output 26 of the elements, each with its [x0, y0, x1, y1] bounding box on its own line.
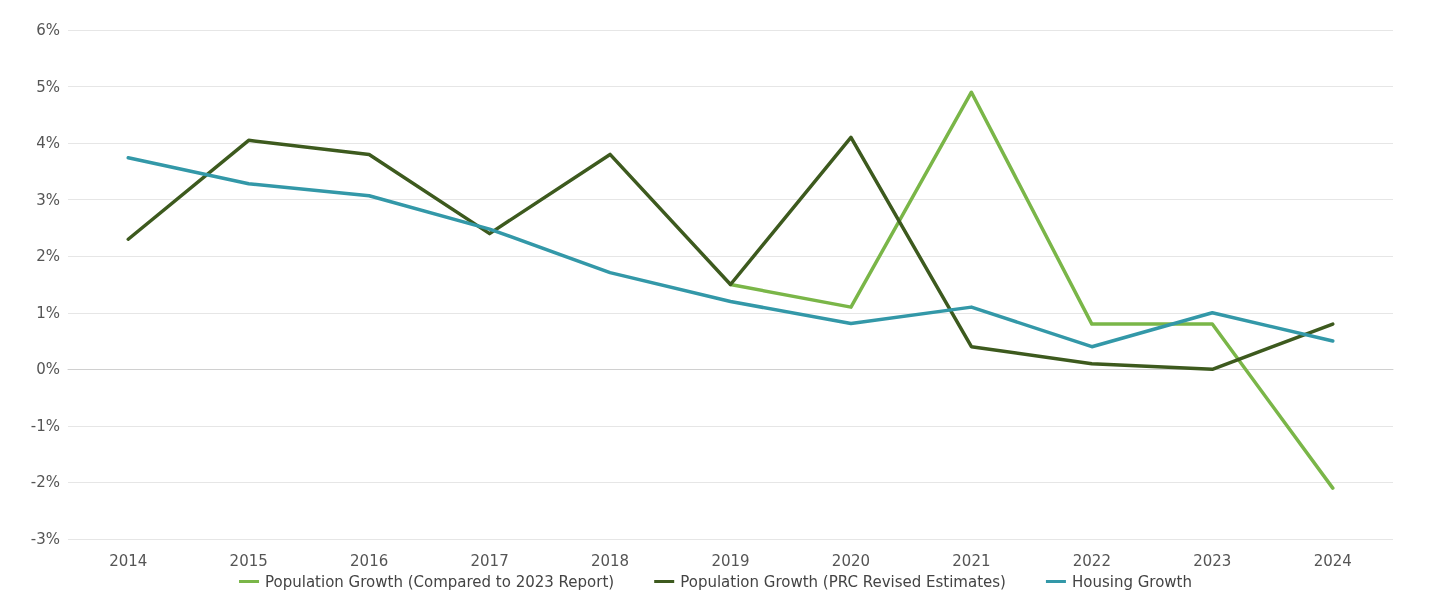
line-series	[126, 156, 1335, 349]
x-tick-label: 2015	[229, 551, 268, 570]
x-tick-label: 2019	[711, 551, 750, 570]
y-tick-label: 1%	[36, 303, 60, 322]
y-tick-label: 5%	[36, 77, 60, 96]
x-tick-label: 2018	[590, 551, 630, 570]
y-tick-label: -3%	[30, 530, 60, 548]
x-tick-label: 2022	[1072, 551, 1111, 570]
legend-label: Population Growth (PRC Revised Estimates)	[680, 572, 1006, 591]
x-tick-label: 2014	[109, 551, 148, 570]
y-tick-label: 3%	[36, 190, 60, 209]
legend-label: Housing Growth	[1071, 572, 1192, 591]
x-tick-label: 2017	[470, 551, 509, 570]
x-tick-label: 2021	[952, 551, 991, 570]
y-tick-label: 6%	[36, 21, 60, 39]
y-tick-label: 4%	[36, 134, 60, 153]
x-tick-label: 2016	[350, 551, 389, 570]
x-tick-label: 2024	[1313, 551, 1352, 570]
y-tick-label: -2%	[30, 473, 60, 492]
legend-label: Population Growth (Compared to 2023 Report)	[265, 572, 615, 591]
y-tick-label: 2%	[36, 247, 60, 266]
x-tick-label: 2023	[1193, 551, 1232, 570]
line-series	[126, 135, 1335, 372]
x-tick-label: 2020	[831, 551, 871, 570]
y-tick-label: 0%	[36, 360, 60, 379]
y-tick-label: -1%	[30, 416, 60, 435]
